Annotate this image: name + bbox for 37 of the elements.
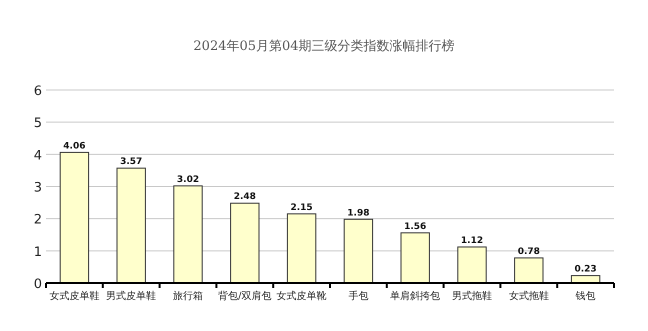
x-tick-label: 背包/双肩包 bbox=[218, 290, 272, 302]
bar bbox=[344, 218, 374, 284]
y-tick-label: 3 bbox=[34, 180, 42, 196]
data-label: 2.48 bbox=[234, 192, 256, 202]
x-tick-label: 男式皮单鞋 bbox=[106, 290, 156, 302]
bar bbox=[60, 152, 90, 284]
bar bbox=[400, 232, 430, 284]
x-tick-label: 女式拖鞋 bbox=[508, 290, 549, 302]
data-label: 0.23 bbox=[574, 264, 597, 275]
y-tick-label: 5 bbox=[34, 116, 42, 132]
bar bbox=[173, 185, 203, 284]
data-label: 1.56 bbox=[404, 222, 426, 232]
bar bbox=[116, 168, 146, 284]
bar bbox=[286, 213, 316, 284]
bar bbox=[457, 246, 487, 284]
y-tick-label: 6 bbox=[34, 84, 42, 99]
data-label: 0.78 bbox=[518, 246, 540, 257]
bar bbox=[514, 257, 544, 284]
x-tick-label: 女式皮单靴 bbox=[276, 290, 327, 302]
data-label: 3.57 bbox=[120, 157, 142, 168]
data-label: 1.12 bbox=[460, 236, 484, 246]
x-tick-label: 单肩斜挎包 bbox=[390, 290, 440, 302]
data-label: 3.02 bbox=[176, 174, 200, 185]
y-tick-label: 4 bbox=[34, 148, 42, 164]
data-label: 4.06 bbox=[63, 141, 86, 152]
x-tick-label: 手包 bbox=[348, 290, 368, 302]
x-tick-label: 旅行箱 bbox=[173, 290, 203, 302]
y-tick-label: 0 bbox=[34, 277, 42, 292]
chart-title: 2024年05月第04期三级分类指数涨幅排行榜 bbox=[193, 39, 455, 54]
x-tick-label: 女式皮单鞋 bbox=[49, 290, 100, 302]
y-tick-label: 2 bbox=[34, 212, 42, 228]
y-tick-label: 1 bbox=[34, 244, 42, 260]
bar bbox=[230, 202, 260, 284]
data-label: 2.15 bbox=[290, 202, 313, 213]
data-label: 1.98 bbox=[347, 208, 370, 218]
x-tick-label: 男式拖鞋 bbox=[452, 290, 492, 302]
x-tick-label: 钱包 bbox=[574, 290, 596, 302]
